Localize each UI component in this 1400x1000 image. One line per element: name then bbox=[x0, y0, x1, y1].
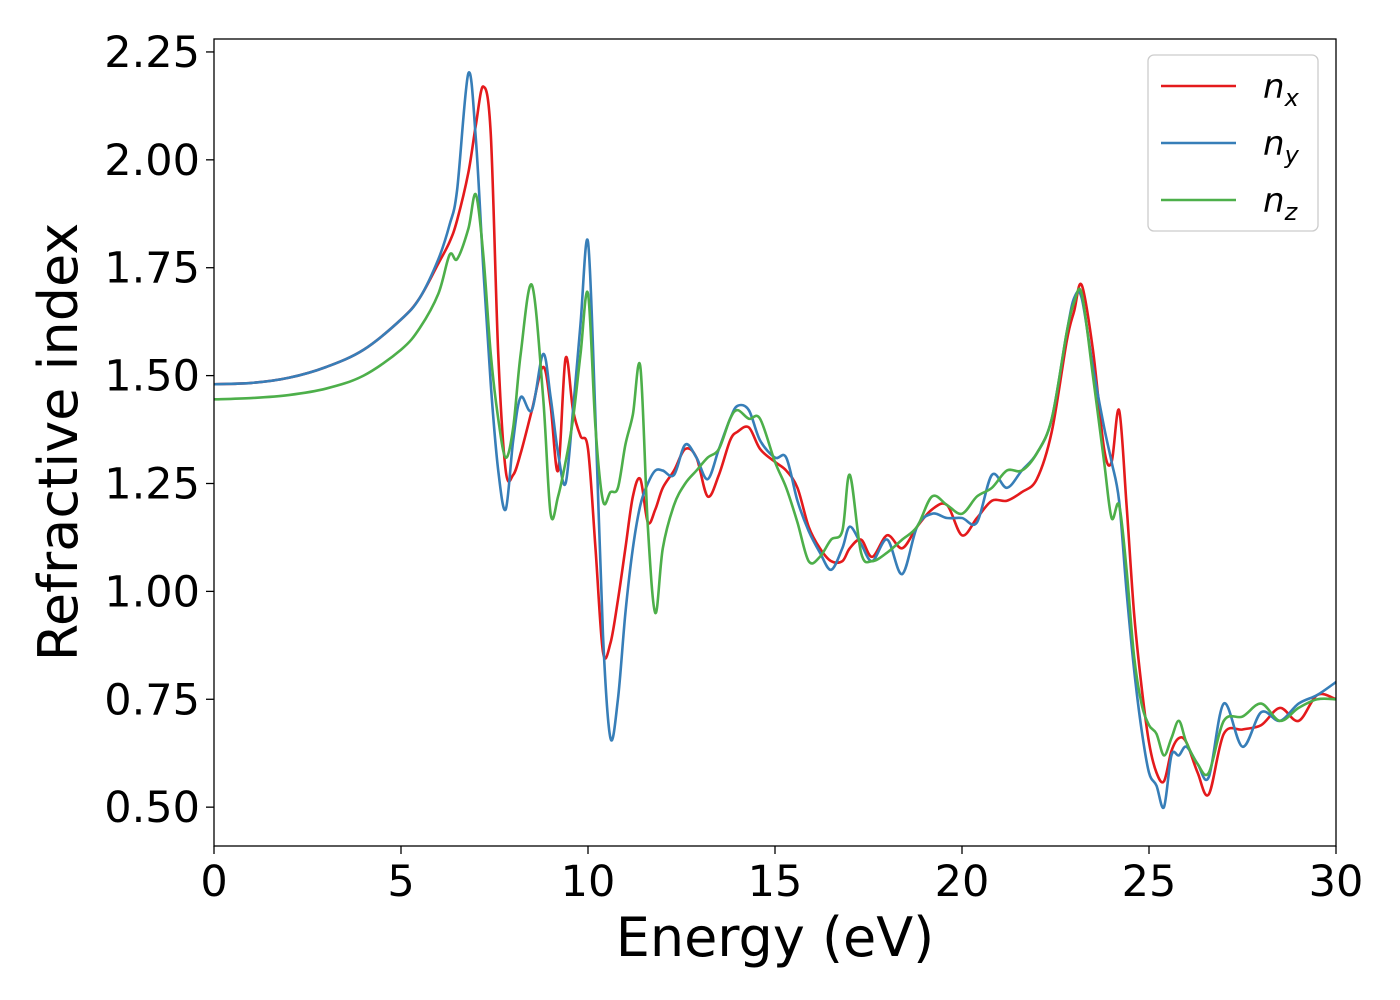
x-axis: 0 5 10 15 20 25 30 bbox=[200, 846, 1363, 907]
series-layer bbox=[214, 71, 1336, 810]
y-axis: 0.50 0.75 1.00 1.25 1.50 1.75 2.00 2.25 bbox=[104, 28, 214, 833]
y-tick-label: 2.25 bbox=[104, 28, 200, 78]
x-tick-label: 15 bbox=[748, 857, 803, 907]
y-tick-label: 1.75 bbox=[104, 244, 200, 294]
y-tick-label: 1.50 bbox=[104, 352, 200, 402]
y-tick-label: 1.25 bbox=[104, 459, 200, 509]
x-axis-title: Energy (eV) bbox=[616, 906, 935, 969]
series-line-n-z bbox=[214, 192, 1336, 777]
y-tick-label: 0.50 bbox=[104, 783, 200, 833]
y-tick-label: 0.75 bbox=[104, 675, 200, 725]
y-tick-label: 2.00 bbox=[104, 136, 200, 186]
x-tick-label: 10 bbox=[561, 857, 616, 907]
y-axis-title: Refractive index bbox=[27, 223, 90, 662]
y-tick-label: 1.00 bbox=[104, 567, 200, 617]
x-tick-label: 0 bbox=[200, 857, 227, 907]
series-line-n-y bbox=[214, 71, 1336, 810]
x-tick-label: 25 bbox=[1122, 857, 1177, 907]
x-tick-label: 20 bbox=[935, 857, 990, 907]
x-tick-label: 30 bbox=[1309, 857, 1364, 907]
x-tick-label: 5 bbox=[387, 857, 414, 907]
